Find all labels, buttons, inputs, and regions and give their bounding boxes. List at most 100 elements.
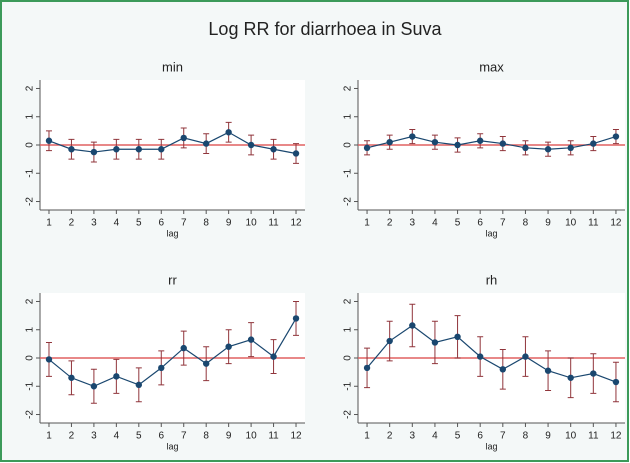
y-tick-label: 0	[25, 355, 36, 361]
panel-title: max	[479, 59, 504, 74]
point	[180, 344, 187, 352]
y-tick-label: -2	[343, 197, 354, 206]
point	[454, 141, 461, 149]
point	[499, 366, 507, 373]
x-tick-label: 4	[432, 218, 438, 229]
y-tick-label: 1	[25, 114, 36, 120]
x-tick-label: 1	[364, 431, 370, 442]
series-line	[48, 318, 297, 387]
point	[292, 150, 300, 157]
y-tick-label: 0	[343, 142, 354, 148]
x-tick-label: 9	[226, 218, 232, 229]
point	[270, 146, 277, 153]
y-tick-label: -1	[343, 168, 354, 177]
point	[180, 134, 187, 142]
x-tick-label: 9	[545, 431, 551, 442]
x-axis-label: lag	[485, 228, 497, 238]
x-tick-label: 3	[410, 218, 416, 229]
x-tick-label: 7	[181, 431, 187, 442]
panel-title: min	[162, 59, 183, 74]
x-tick-label: 6	[158, 431, 164, 442]
point	[409, 133, 416, 140]
point	[567, 144, 574, 152]
x-tick-label: 6	[158, 218, 164, 229]
y-tick-label: 1	[343, 327, 354, 333]
y-tick-label: 2	[343, 298, 354, 304]
x-tick-label: 8	[203, 431, 209, 442]
point	[202, 360, 210, 367]
x-tick-label: 8	[523, 218, 529, 229]
point	[363, 364, 371, 372]
x-tick-label: 3	[91, 218, 97, 229]
point	[45, 137, 53, 144]
x-tick-label: 3	[410, 431, 416, 442]
point	[386, 337, 393, 345]
point	[225, 129, 232, 136]
point	[612, 133, 620, 140]
point	[45, 356, 53, 363]
y-tick-label: 2	[343, 85, 354, 91]
x-axis-label: lag	[166, 228, 178, 238]
point	[522, 144, 529, 152]
x-tick-label: 10	[246, 431, 258, 442]
x-tick-label: 8	[203, 218, 209, 229]
point	[158, 146, 165, 153]
point	[68, 374, 75, 381]
x-tick-label: 10	[565, 431, 577, 442]
x-tick-label: 4	[114, 431, 120, 442]
panel-title: rh	[486, 272, 498, 287]
x-tick-label: 12	[290, 218, 302, 229]
x-tick-label: 5	[136, 218, 142, 229]
x-tick-label: 7	[500, 431, 506, 442]
point	[90, 148, 98, 156]
y-tick-label: -1	[25, 168, 36, 177]
chart-title: Log RR for diarrhoea in Suva	[208, 19, 442, 39]
x-tick-label: 1	[46, 218, 52, 229]
point	[135, 381, 143, 389]
y-tick-label: -2	[25, 197, 36, 206]
y-tick-label: -2	[25, 410, 36, 419]
x-tick-label: 9	[226, 431, 232, 442]
point	[158, 364, 165, 372]
x-tick-label: 12	[610, 218, 622, 229]
point	[135, 146, 143, 153]
x-tick-label: 2	[387, 431, 393, 442]
point	[68, 146, 75, 153]
y-tick-label: 1	[25, 327, 36, 333]
x-tick-label: 3	[91, 431, 97, 442]
point	[292, 315, 300, 322]
y-tick-label: -2	[343, 410, 354, 419]
x-tick-label: 11	[268, 218, 279, 229]
point	[409, 322, 416, 329]
x-tick-label: 2	[69, 218, 75, 229]
x-tick-label: 1	[46, 431, 52, 442]
point	[454, 333, 461, 341]
x-tick-label: 6	[477, 431, 483, 442]
point	[270, 353, 277, 360]
x-axis-label: lag	[166, 441, 178, 451]
series-line	[48, 131, 297, 155]
y-tick-label: 1	[343, 114, 354, 120]
x-tick-label: 7	[181, 218, 187, 229]
point	[499, 140, 507, 147]
x-tick-label: 5	[455, 431, 461, 442]
x-tick-label: 9	[545, 218, 551, 229]
x-tick-label: 7	[500, 218, 506, 229]
series-line	[366, 324, 617, 383]
point	[567, 374, 574, 381]
x-tick-label: 2	[387, 218, 393, 229]
series-line	[366, 135, 617, 150]
point	[544, 367, 552, 374]
point	[113, 146, 120, 153]
point	[363, 144, 371, 152]
point	[522, 353, 529, 360]
point	[113, 373, 120, 380]
x-tick-label: 11	[268, 431, 279, 442]
x-tick-label: 10	[565, 218, 577, 229]
point	[202, 140, 210, 147]
x-axis-label: lag	[485, 441, 497, 451]
x-tick-label: 5	[455, 218, 461, 229]
point	[590, 370, 597, 377]
point	[386, 138, 393, 146]
x-tick-label: 2	[69, 431, 75, 442]
